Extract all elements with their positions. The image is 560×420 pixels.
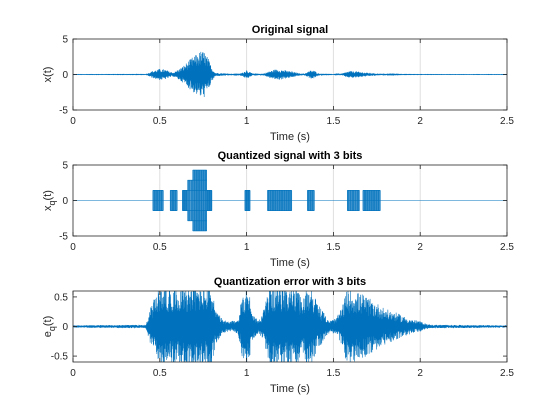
x-tick-label: 2	[417, 368, 423, 379]
y-axis-label-main: x(t)	[42, 67, 54, 83]
y-axis-label-subscript: q	[47, 326, 57, 331]
y-axis-label-main: e	[42, 331, 54, 337]
x-tick-label: 0.5	[153, 116, 167, 127]
x-axis-label: Time (s)	[270, 257, 310, 269]
series-group	[73, 291, 507, 362]
y-tick-label: 0	[62, 196, 68, 207]
x-tick-label: 2	[417, 242, 423, 253]
y-axis-label-tail: (t)	[42, 190, 54, 200]
x-axis-label: Time (s)	[270, 383, 310, 395]
y-tick-label: 0	[62, 322, 68, 333]
x-tick-label: 1.5	[326, 242, 340, 253]
x-tick-label: 1	[244, 242, 250, 253]
y-axis-label: eq(t)	[42, 316, 57, 338]
x-tick-label: 1	[244, 368, 250, 379]
series-line	[73, 51, 507, 98]
x-axis-label: Time (s)	[270, 131, 310, 143]
y-axis-label: xq(t)	[42, 190, 57, 211]
x-tick-label: 1	[244, 116, 250, 127]
series-group	[73, 51, 507, 98]
x-tick-label: 0	[70, 368, 76, 379]
x-tick-label: 1.5	[326, 368, 340, 379]
x-tick-label: 2	[417, 116, 423, 127]
x-tick-label: 0	[70, 116, 76, 127]
y-tick-label: -5	[59, 106, 68, 117]
y-tick-label: -5	[59, 232, 68, 243]
y-axis-label-main: x	[42, 205, 54, 211]
x-tick-label: 2.5	[500, 242, 514, 253]
x-tick-label: 2.5	[500, 368, 514, 379]
y-axis-label: x(t)	[42, 67, 54, 83]
y-tick-label: 0.5	[54, 292, 68, 303]
y-tick-label: -0.5	[51, 352, 69, 363]
y-tick-label: 5	[62, 161, 68, 172]
x-tick-label: 0.5	[153, 368, 167, 379]
chart-title: Original signal	[252, 24, 328, 36]
series-line	[73, 169, 507, 232]
x-tick-label: 1.5	[326, 116, 340, 127]
x-tick-label: 0	[70, 242, 76, 253]
chart-title: Quantization error with 3 bits	[214, 276, 366, 288]
x-tick-label: 0.5	[153, 242, 167, 253]
y-axis-label-tail: (t)	[42, 316, 54, 326]
x-tick-label: 2.5	[500, 116, 514, 127]
y-tick-label: 0	[62, 70, 68, 81]
y-axis-label-subscript: q	[47, 200, 57, 205]
series-line	[73, 291, 507, 362]
series-group	[73, 169, 507, 232]
y-tick-label: 5	[62, 35, 68, 46]
chart-title: Quantized signal with 3 bits	[218, 150, 363, 162]
